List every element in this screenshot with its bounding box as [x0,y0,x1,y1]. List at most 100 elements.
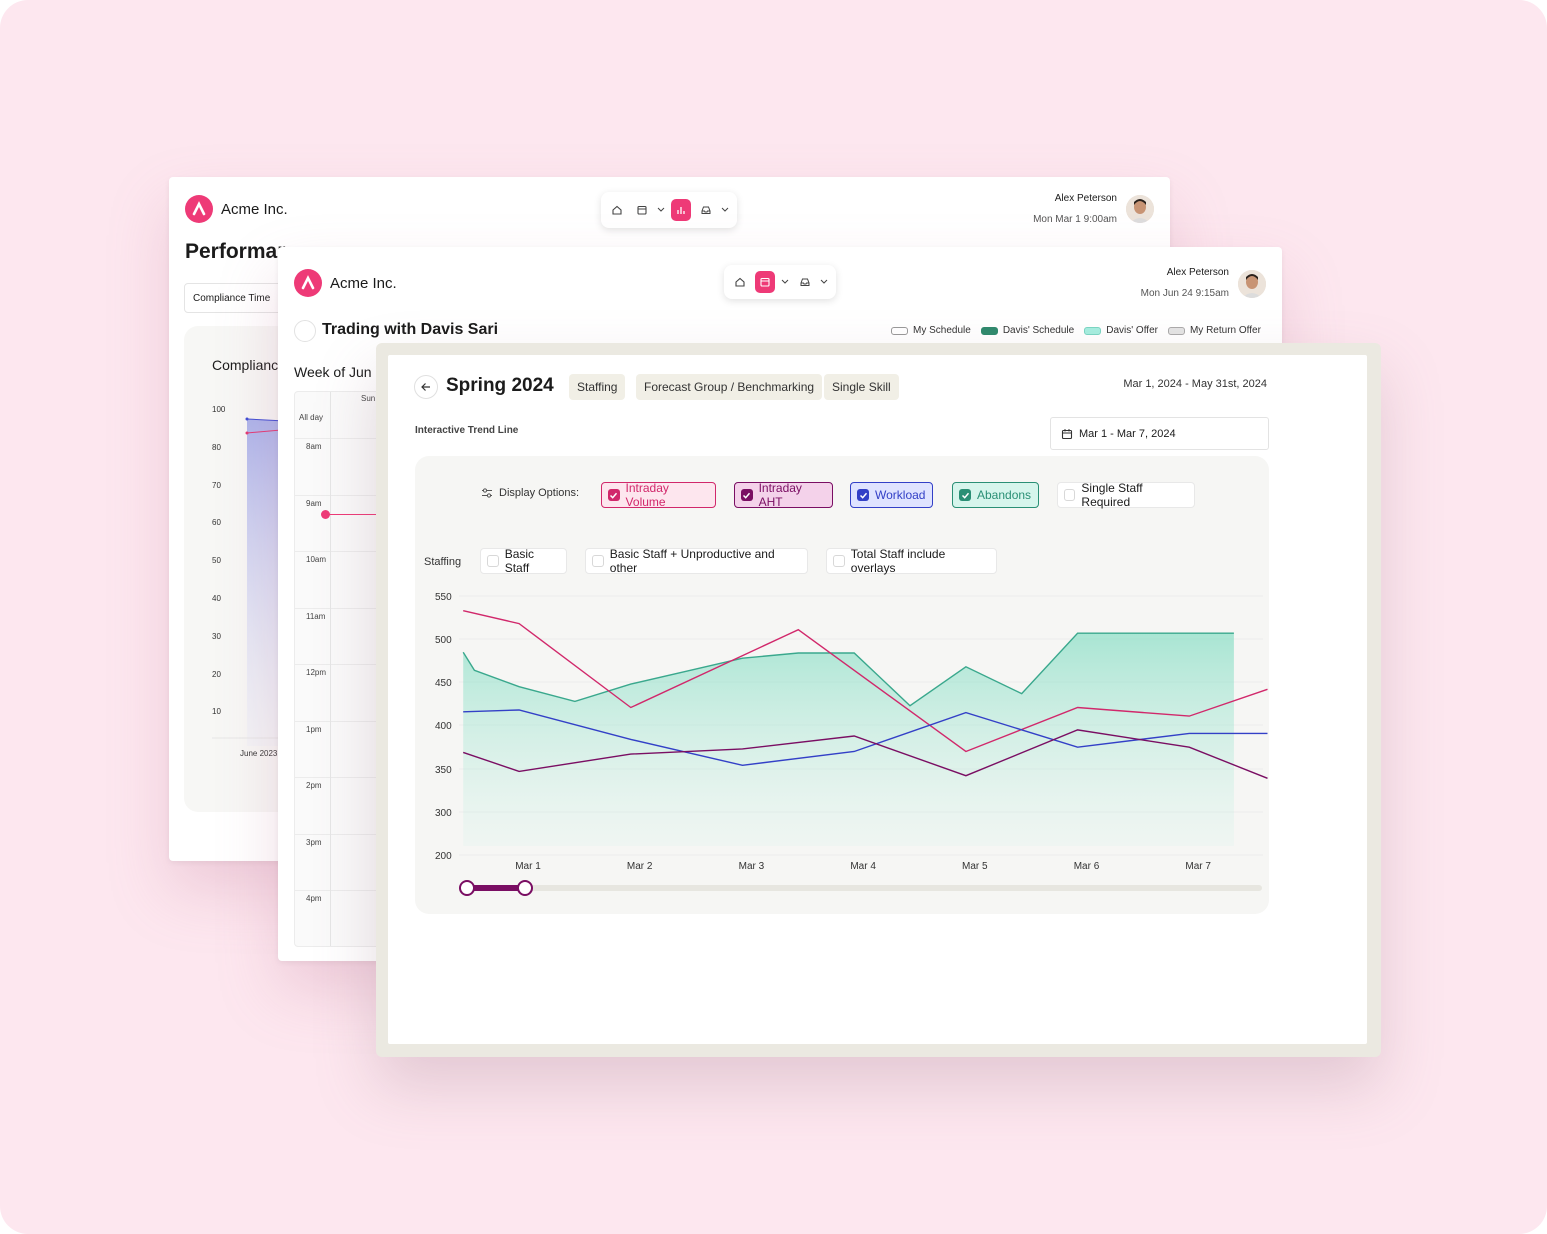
data-point [245,431,249,435]
x-tick-label: Mar 2 [627,861,653,872]
calendar-icon[interactable] [631,199,651,221]
y-tick-label: 200 [435,851,452,862]
y-tick-label: 300 [435,808,452,819]
back-circle-button[interactable] [294,320,316,342]
hour-label: 4pm [306,894,322,903]
range-handle-start[interactable] [459,880,475,896]
x-tick-label: Mar 6 [1074,861,1100,872]
staffing-option-label: Total Staff include overlays [850,547,946,575]
metric-select-value: Compliance Time [193,292,271,304]
hour-gridline [295,777,403,778]
top-nav [724,265,836,299]
intraday-volume-line [463,610,1268,753]
main-window: Spring 2024 Staffing Forecast Group / Be… [388,355,1367,1044]
user-name: Alex Peterson [1054,193,1117,204]
chevron-down-icon[interactable] [819,271,830,293]
current-time-dot [321,510,330,519]
tag-single-skill[interactable]: Single Skill [824,374,899,400]
user-info: Alex Peterson Mon Jun 24 9:15am [1141,267,1229,299]
avatar[interactable] [1238,270,1266,298]
y-tick: 70 [212,480,221,490]
chart-icon[interactable] [670,199,692,221]
tag-forecast-group[interactable]: Forecast Group / Benchmarking [636,374,823,400]
checkbox-checked-icon [608,489,620,501]
hour-label: 10am [306,555,327,564]
inbox-icon[interactable] [695,199,715,221]
abandons-area [463,633,1234,846]
date-picker[interactable]: Mar 1 - Mar 7, 2024 [1050,417,1269,450]
chevron-down-icon[interactable] [656,199,667,221]
option-intraday-aht[interactable]: Intraday AHT [734,481,833,509]
legend-item: My Return Offer [1167,325,1261,336]
y-tick: 60 [212,518,221,528]
home-icon[interactable] [607,199,627,221]
checkbox-icon [592,555,604,567]
y-tick: 30 [212,631,221,641]
legend-item: Davis' Offer [1084,325,1158,336]
y-tick: 50 [212,556,221,566]
option-workload[interactable]: Workload [850,482,933,508]
x-tick-label: Mar 3 [739,861,765,872]
brand-logo[interactable]: Acme Inc. [185,195,288,223]
legend-swatch [891,326,908,335]
y-tick-label: 550 [435,592,452,603]
trend-chart: 550 500 450 400 350 300 200 Mar 1 Mar 2 Mar 3 Mar … [435,592,1268,872]
brand-logo[interactable]: Acme Inc. [294,269,397,297]
main-window-frame: Spring 2024 Staffing Forecast Group / Be… [376,343,1381,1057]
staffing-option[interactable]: Basic Staff [480,547,567,575]
avatar[interactable] [1126,195,1154,223]
chevron-down-icon[interactable] [720,199,731,221]
staffing-option[interactable]: Total Staff include overlays [826,547,997,575]
legend-swatch [980,326,998,335]
chevron-down-icon[interactable] [779,271,790,293]
calendar-icon[interactable] [754,271,776,293]
page-title: Performar [185,240,286,263]
legend-swatch [1167,326,1185,335]
checkbox-checked-icon [741,489,753,501]
option-intraday-volume[interactable]: Intraday Volume [601,481,716,509]
legend-label: My Return Offer [1189,325,1261,336]
hour-gridline [295,664,403,665]
tag-staffing[interactable]: Staffing [569,374,626,400]
y-tick: 40 [212,594,221,603]
all-day-label: All day [299,413,324,422]
back-button[interactable] [414,375,438,399]
date-picker-value: Mar 1 - Mar 7, 2024 [1079,427,1176,440]
option-single-staff-required[interactable]: Single Staff Required [1057,481,1195,509]
y-tick-label: 500 [435,635,452,646]
hour-label: 1pm [306,724,322,734]
card-title: Complianc [212,357,279,373]
range-handle-end[interactable] [517,880,533,896]
option-label: Intraday Volume [625,481,669,509]
brand-name: Acme Inc. [221,200,288,218]
inbox-icon[interactable] [794,271,815,293]
checkbox-checked-icon [959,489,971,501]
schedule-legend: My Schedule Davis' Schedule Davis' Offer My… [891,325,1261,336]
top-nav [601,192,737,228]
acme-logo-icon [185,195,213,223]
checkbox-icon [833,555,845,567]
legend-item: Davis' Schedule [980,325,1074,336]
y-tick-label: 400 [435,721,452,732]
data-point [245,417,249,421]
home-icon[interactable] [730,271,751,293]
hour-gridline [295,438,403,439]
y-tick: 10 [212,707,221,717]
x-tick-label: Mar 4 [850,861,876,872]
page-title: Spring 2024 [446,375,554,396]
abandons-line [462,632,1234,707]
day-header: Sun [361,394,376,403]
x-tick-label: Mar 1 [515,861,541,872]
legend-item: My Schedule [891,325,971,336]
hour-label: 3pm [306,837,322,847]
x-tick: June 2023 [240,749,278,758]
hour-label: 8am [306,442,322,451]
intraday-aht-line [462,729,1268,779]
range-slider[interactable] [459,880,1262,896]
hour-gridline [295,720,403,722]
option-abandons[interactable]: Abandons [952,482,1039,508]
staffing-option[interactable]: Basic Staff + Unproductive and other [585,547,808,575]
hour-label: 2pm [306,781,322,790]
y-tick: 80 [212,442,221,452]
